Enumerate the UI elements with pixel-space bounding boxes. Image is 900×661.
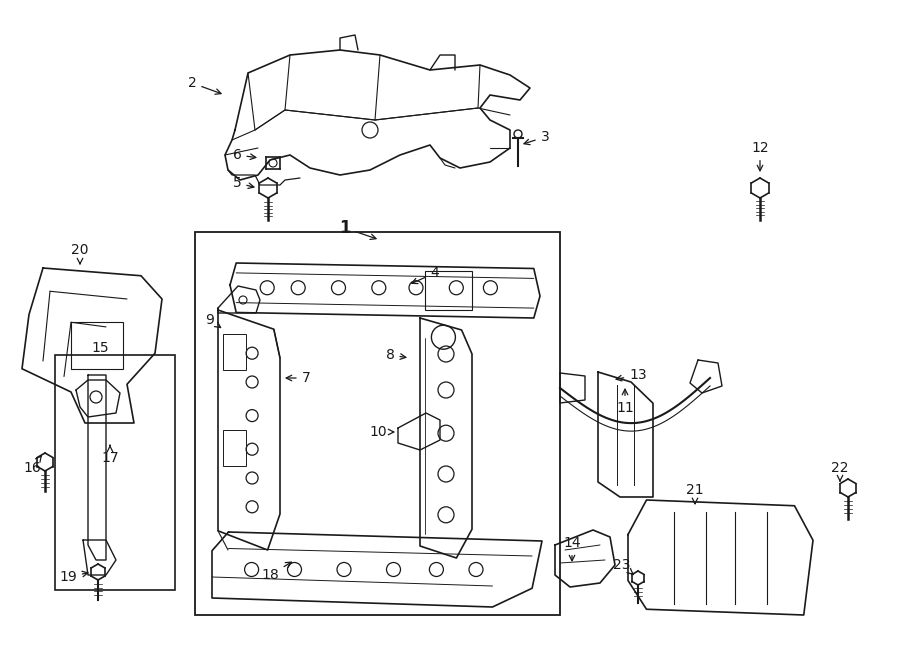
Bar: [55, 355, 175, 590]
Text: 14: 14: [563, 536, 580, 561]
Text: 19: 19: [59, 570, 88, 584]
Text: 20: 20: [71, 243, 89, 264]
Text: 12: 12: [752, 141, 769, 171]
Bar: [223, 430, 246, 466]
Bar: [71, 323, 122, 369]
Text: 9: 9: [205, 313, 220, 328]
Text: 17: 17: [101, 446, 119, 465]
Bar: [195, 232, 560, 615]
Text: 23: 23: [613, 558, 634, 574]
Text: 6: 6: [232, 148, 256, 162]
Text: 18: 18: [261, 562, 292, 582]
Text: 5: 5: [232, 176, 254, 190]
Text: 3: 3: [524, 130, 549, 145]
Text: 4: 4: [412, 266, 439, 284]
Bar: [426, 271, 472, 310]
Text: 7: 7: [286, 371, 310, 385]
Text: 15: 15: [91, 341, 109, 355]
Text: 21: 21: [686, 483, 704, 504]
Text: 10: 10: [369, 425, 394, 439]
Text: 11: 11: [616, 389, 634, 415]
Bar: [223, 334, 246, 370]
Text: 13: 13: [616, 368, 647, 382]
Text: 22: 22: [832, 461, 849, 481]
Text: 1: 1: [339, 219, 376, 239]
Text: 8: 8: [385, 348, 406, 362]
Text: 16: 16: [23, 456, 41, 475]
Text: 2: 2: [187, 76, 221, 95]
